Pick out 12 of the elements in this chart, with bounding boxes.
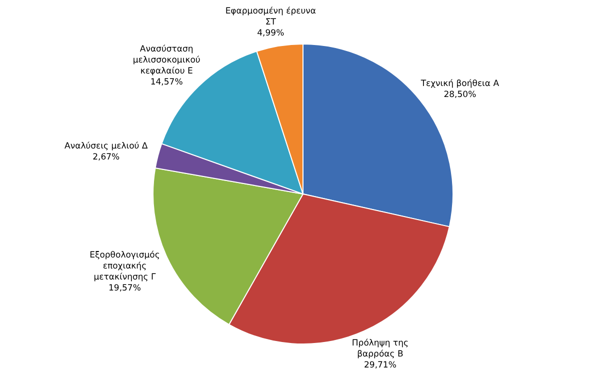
data-label: 29,71% [364, 360, 396, 370]
slice-label: Εφαρμοσμένη έρευνα ΣΤ [225, 6, 316, 28]
slice-label: Τεχνική βοήθεια Α [420, 78, 500, 89]
slice-label: Ανασύσταση μελισσοκομικού κεφαλαίου Ε [132, 44, 200, 76]
slice-label: Πρόληψη της βαρρόας Β [352, 338, 409, 360]
data-label: 4,99% [257, 28, 284, 39]
data-label: 28,50% [444, 90, 476, 100]
slice-label: Εξορθολογισμός εποχιακής μετακίνησης Γ [90, 250, 160, 282]
data-label: 14,57% [150, 77, 183, 88]
data-label: 19,57% [108, 283, 141, 294]
data-label: 2,67% [92, 152, 120, 162]
slice-label: Αναλύσεις μελιού Δ [64, 141, 148, 152]
